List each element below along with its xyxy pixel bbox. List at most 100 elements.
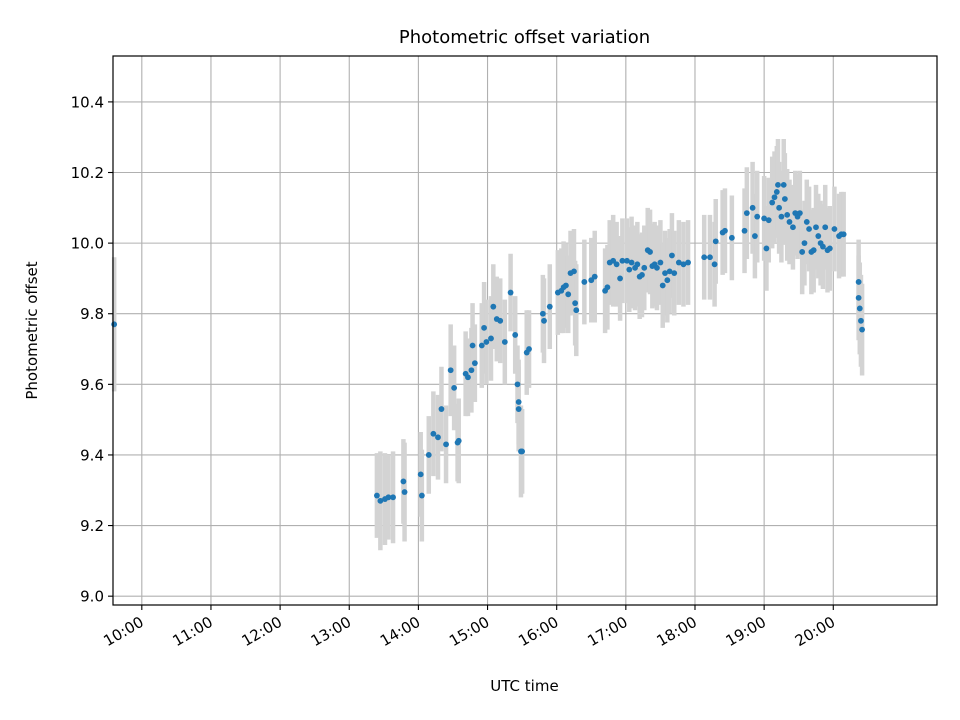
y-tick-label: 9.2 bbox=[80, 517, 104, 535]
data-point bbox=[822, 224, 829, 231]
data-point bbox=[613, 261, 620, 268]
data-point bbox=[773, 189, 780, 195]
data-point bbox=[497, 317, 504, 324]
data-point bbox=[743, 210, 750, 217]
data-point bbox=[754, 213, 761, 220]
data-point bbox=[775, 181, 781, 188]
data-point bbox=[639, 271, 645, 278]
data-point bbox=[671, 270, 678, 277]
data-point bbox=[571, 268, 577, 275]
data-point bbox=[563, 282, 569, 289]
data-point bbox=[430, 430, 437, 437]
data-point bbox=[813, 224, 819, 231]
data-point bbox=[488, 335, 494, 342]
data-point bbox=[401, 489, 408, 495]
data-point bbox=[546, 303, 553, 310]
data-point bbox=[826, 245, 833, 252]
data-point bbox=[501, 339, 508, 345]
data-point bbox=[657, 259, 664, 266]
data-point bbox=[481, 324, 487, 331]
y-axis-ticks: 9.0 9.2 9.4 9.6 9.8 10.0 10.2 10.4 bbox=[71, 93, 113, 606]
data-point bbox=[507, 289, 514, 296]
data-point bbox=[455, 437, 462, 444]
data-point bbox=[722, 227, 728, 234]
data-point bbox=[447, 367, 454, 374]
data-point bbox=[573, 307, 580, 314]
data-point bbox=[820, 243, 826, 250]
data-point bbox=[425, 452, 432, 458]
chart-title: Photometric offset variation bbox=[399, 27, 650, 48]
data-point bbox=[604, 284, 611, 291]
data-point bbox=[617, 275, 623, 282]
data-point bbox=[539, 310, 546, 317]
y-tick-label: 9.8 bbox=[80, 305, 104, 323]
data-point bbox=[512, 332, 519, 338]
y-tick-label: 10.4 bbox=[71, 93, 104, 111]
data-point bbox=[400, 478, 407, 485]
data-point bbox=[526, 346, 532, 352]
data-point bbox=[765, 217, 772, 224]
data-point bbox=[443, 441, 449, 448]
data-point bbox=[675, 259, 682, 266]
data-point bbox=[763, 245, 770, 252]
data-point bbox=[465, 374, 471, 381]
data-point bbox=[374, 492, 380, 499]
data-point bbox=[666, 268, 673, 275]
data-point bbox=[438, 406, 445, 412]
data-point bbox=[784, 211, 791, 218]
y-tick-label: 10.0 bbox=[71, 235, 104, 253]
data-point bbox=[515, 406, 522, 412]
data-point bbox=[803, 219, 810, 225]
data-point bbox=[831, 226, 838, 232]
data-point bbox=[626, 266, 633, 273]
data-point bbox=[514, 381, 521, 388]
y-tick-label: 9.0 bbox=[80, 588, 104, 606]
data-point bbox=[591, 273, 598, 280]
data-point bbox=[111, 321, 118, 328]
data-point bbox=[796, 210, 803, 217]
data-point bbox=[741, 227, 748, 234]
data-point bbox=[641, 264, 648, 271]
data-point bbox=[771, 194, 778, 201]
data-point bbox=[647, 249, 653, 255]
data-point bbox=[435, 434, 441, 441]
data-point bbox=[469, 342, 476, 349]
data-point bbox=[515, 399, 522, 405]
data-point bbox=[780, 181, 787, 188]
data-point bbox=[572, 300, 579, 307]
data-point bbox=[490, 303, 497, 310]
data-point bbox=[776, 204, 783, 211]
data-point bbox=[664, 277, 671, 284]
data-point bbox=[541, 317, 547, 324]
data-point bbox=[581, 279, 588, 285]
data-point bbox=[859, 326, 865, 333]
data-point bbox=[471, 360, 478, 367]
data-point bbox=[385, 494, 392, 501]
data-point bbox=[390, 494, 396, 501]
data-point bbox=[840, 231, 847, 238]
data-point bbox=[856, 305, 863, 312]
data-point bbox=[806, 226, 812, 232]
y-tick-label: 10.2 bbox=[71, 164, 104, 182]
data-point bbox=[417, 471, 424, 478]
data-point bbox=[669, 252, 675, 259]
data-point bbox=[634, 261, 641, 268]
data-point bbox=[778, 213, 785, 220]
data-point bbox=[680, 261, 687, 268]
data-point bbox=[659, 282, 666, 289]
y-tick-label: 9.6 bbox=[80, 376, 104, 394]
data-point bbox=[624, 257, 630, 264]
data-point bbox=[810, 247, 817, 254]
data-point bbox=[801, 240, 808, 247]
data-point bbox=[749, 204, 756, 211]
data-point bbox=[619, 257, 626, 264]
data-point bbox=[468, 367, 475, 374]
data-point bbox=[761, 215, 768, 222]
data-point bbox=[662, 270, 668, 277]
data-point bbox=[855, 294, 862, 301]
data-point bbox=[790, 224, 796, 231]
data-point bbox=[565, 291, 572, 298]
data-point bbox=[711, 261, 718, 268]
data-point bbox=[628, 259, 635, 266]
